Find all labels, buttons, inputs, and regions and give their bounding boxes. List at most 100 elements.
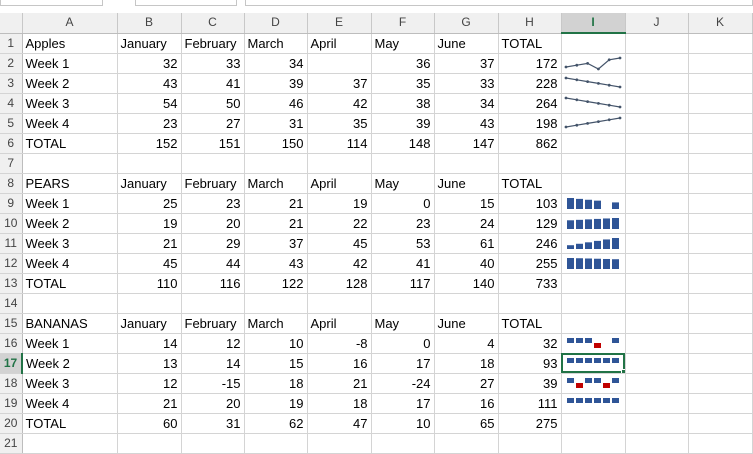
- cell-e21[interactable]: [307, 433, 372, 454]
- cell-a8[interactable]: PEARS: [22, 173, 118, 194]
- cell-g19[interactable]: 16: [434, 393, 499, 414]
- cell-j14[interactable]: [625, 293, 689, 314]
- cell-g15[interactable]: June: [434, 313, 499, 334]
- column-header-b[interactable]: B: [117, 13, 182, 34]
- cell-e12[interactable]: 42: [307, 253, 372, 274]
- cell-j8[interactable]: [625, 173, 689, 194]
- row-header-6[interactable]: 6: [0, 133, 23, 154]
- cell-j9[interactable]: [625, 193, 689, 214]
- column-header-a[interactable]: A: [22, 13, 118, 34]
- cell-a10[interactable]: Week 2: [22, 213, 118, 234]
- cell-h18[interactable]: 39: [498, 373, 562, 394]
- cell-b16[interactable]: 14: [117, 333, 182, 354]
- cell-b18[interactable]: 12: [117, 373, 182, 394]
- cell-f5[interactable]: 39: [371, 113, 435, 134]
- cell-c2[interactable]: 33: [181, 53, 245, 74]
- cell-a5[interactable]: Week 4: [22, 113, 118, 134]
- cell-c20[interactable]: 31: [181, 413, 245, 434]
- cell-j4[interactable]: [625, 93, 689, 114]
- row-header-9[interactable]: 9: [0, 193, 23, 214]
- cell-h21[interactable]: [498, 433, 562, 454]
- cell-a6[interactable]: TOTAL: [22, 133, 118, 154]
- cell-b12[interactable]: 45: [117, 253, 182, 274]
- cell-k21[interactable]: [688, 433, 753, 454]
- cell-e13[interactable]: 128: [307, 273, 372, 294]
- cell-c18[interactable]: -15: [181, 373, 245, 394]
- cell-j20[interactable]: [625, 413, 689, 434]
- cell-a16[interactable]: Week 1: [22, 333, 118, 354]
- cell-e11[interactable]: 45: [307, 233, 372, 254]
- cell-e20[interactable]: 47: [307, 413, 372, 434]
- cell-f17[interactable]: 17: [371, 353, 435, 374]
- cell-h4[interactable]: 264: [498, 93, 562, 114]
- cell-a9[interactable]: Week 1: [22, 193, 118, 214]
- cell-k9[interactable]: [688, 193, 753, 214]
- row-header-13[interactable]: 13: [0, 273, 23, 294]
- cell-a14[interactable]: [22, 293, 118, 314]
- cell-e15[interactable]: April: [307, 313, 372, 334]
- cell-c10[interactable]: 20: [181, 213, 245, 234]
- cell-g2[interactable]: 37: [434, 53, 499, 74]
- cell-k4[interactable]: [688, 93, 753, 114]
- cell-c5[interactable]: 27: [181, 113, 245, 134]
- cell-i14[interactable]: [561, 293, 626, 314]
- cell-b3[interactable]: 43: [117, 73, 182, 94]
- cell-k12[interactable]: [688, 253, 753, 274]
- cell-i6[interactable]: [561, 133, 626, 154]
- cell-i7[interactable]: [561, 153, 626, 174]
- cell-g20[interactable]: 65: [434, 413, 499, 434]
- cell-b21[interactable]: [117, 433, 182, 454]
- cell-g8[interactable]: June: [434, 173, 499, 194]
- cell-e14[interactable]: [307, 293, 372, 314]
- cell-c14[interactable]: [181, 293, 245, 314]
- cell-j2[interactable]: [625, 53, 689, 74]
- cell-d14[interactable]: [244, 293, 308, 314]
- cell-d5[interactable]: 31: [244, 113, 308, 134]
- cell-h8[interactable]: TOTAL: [498, 173, 562, 194]
- cell-f11[interactable]: 53: [371, 233, 435, 254]
- cell-a12[interactable]: Week 4: [22, 253, 118, 274]
- cell-j12[interactable]: [625, 253, 689, 274]
- cell-e7[interactable]: [307, 153, 372, 174]
- cell-k14[interactable]: [688, 293, 753, 314]
- row-header-21[interactable]: 21: [0, 433, 23, 454]
- row-header-7[interactable]: 7: [0, 153, 23, 174]
- cell-c1[interactable]: February: [181, 33, 245, 54]
- row-header-1[interactable]: 1: [0, 33, 23, 54]
- cell-c6[interactable]: 151: [181, 133, 245, 154]
- cell-k6[interactable]: [688, 133, 753, 154]
- cell-h2[interactable]: 172: [498, 53, 562, 74]
- cell-c7[interactable]: [181, 153, 245, 174]
- cell-e16[interactable]: -8: [307, 333, 372, 354]
- cell-j21[interactable]: [625, 433, 689, 454]
- cell-h9[interactable]: 103: [498, 193, 562, 214]
- cell-f18[interactable]: -24: [371, 373, 435, 394]
- cell-i8[interactable]: [561, 173, 626, 194]
- cell-i11[interactable]: [561, 233, 626, 254]
- cell-h13[interactable]: 733: [498, 273, 562, 294]
- cell-j18[interactable]: [625, 373, 689, 394]
- cell-f4[interactable]: 38: [371, 93, 435, 114]
- cell-e2[interactable]: [307, 53, 372, 74]
- cell-k19[interactable]: [688, 393, 753, 414]
- cell-d15[interactable]: March: [244, 313, 308, 334]
- cell-h11[interactable]: 246: [498, 233, 562, 254]
- row-header-18[interactable]: 18: [0, 373, 23, 394]
- cell-g13[interactable]: 140: [434, 273, 499, 294]
- cell-b10[interactable]: 19: [117, 213, 182, 234]
- column-header-i[interactable]: I: [561, 13, 626, 34]
- cell-k7[interactable]: [688, 153, 753, 174]
- cell-d18[interactable]: 18: [244, 373, 308, 394]
- cell-b9[interactable]: 25: [117, 193, 182, 214]
- cell-h6[interactable]: 862: [498, 133, 562, 154]
- row-header-15[interactable]: 15: [0, 313, 23, 334]
- cell-g10[interactable]: 24: [434, 213, 499, 234]
- cell-j19[interactable]: [625, 393, 689, 414]
- row-header-3[interactable]: 3: [0, 73, 23, 94]
- cell-j17[interactable]: [625, 353, 689, 374]
- cell-c4[interactable]: 50: [181, 93, 245, 114]
- cell-f3[interactable]: 35: [371, 73, 435, 94]
- cell-h19[interactable]: 111: [498, 393, 562, 414]
- cell-h15[interactable]: TOTAL: [498, 313, 562, 334]
- cell-e6[interactable]: 114: [307, 133, 372, 154]
